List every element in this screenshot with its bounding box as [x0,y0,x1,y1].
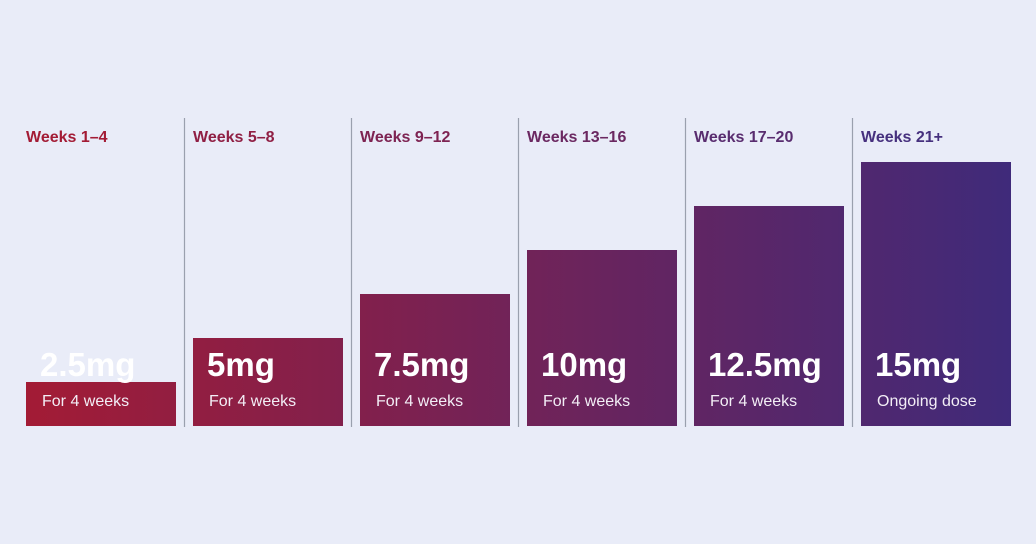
period-label: Weeks 1–4 [26,129,108,146]
labels: Weeks 1–4 2.5mg For 4 weeks Weeks 5–8 5mg For… [26,129,977,410]
period-label: Weeks 9–12 [360,129,451,146]
duration-label: For 4 weeks [209,393,296,410]
duration-label: For 4 weeks [710,393,797,410]
bar-3 [360,294,510,426]
period-label: Weeks 21+ [861,129,943,146]
bars [26,162,1011,426]
bar-5 [694,206,844,426]
duration-label: For 4 weeks [543,393,630,410]
bar-4 [527,250,677,426]
bar-6 [861,162,1011,426]
dose-label: 12.5mg [708,346,822,383]
dose-label: 5mg [207,346,275,383]
dose-label: 2.5mg [40,346,135,383]
period-label: Weeks 5–8 [193,129,275,146]
bar-2 [193,338,343,426]
duration-label: For 4 weeks [376,393,463,410]
duration-label: For 4 weeks [42,393,129,410]
dose-label: 15mg [875,346,961,383]
dose-label: 7.5mg [374,346,469,383]
dose-label: 10mg [541,346,627,383]
duration-label: Ongoing dose [877,393,977,410]
period-label: Weeks 13–16 [527,129,626,146]
bar-1 [26,382,176,426]
period-label: Weeks 17–20 [694,129,793,146]
column-dividers [183,118,854,427]
